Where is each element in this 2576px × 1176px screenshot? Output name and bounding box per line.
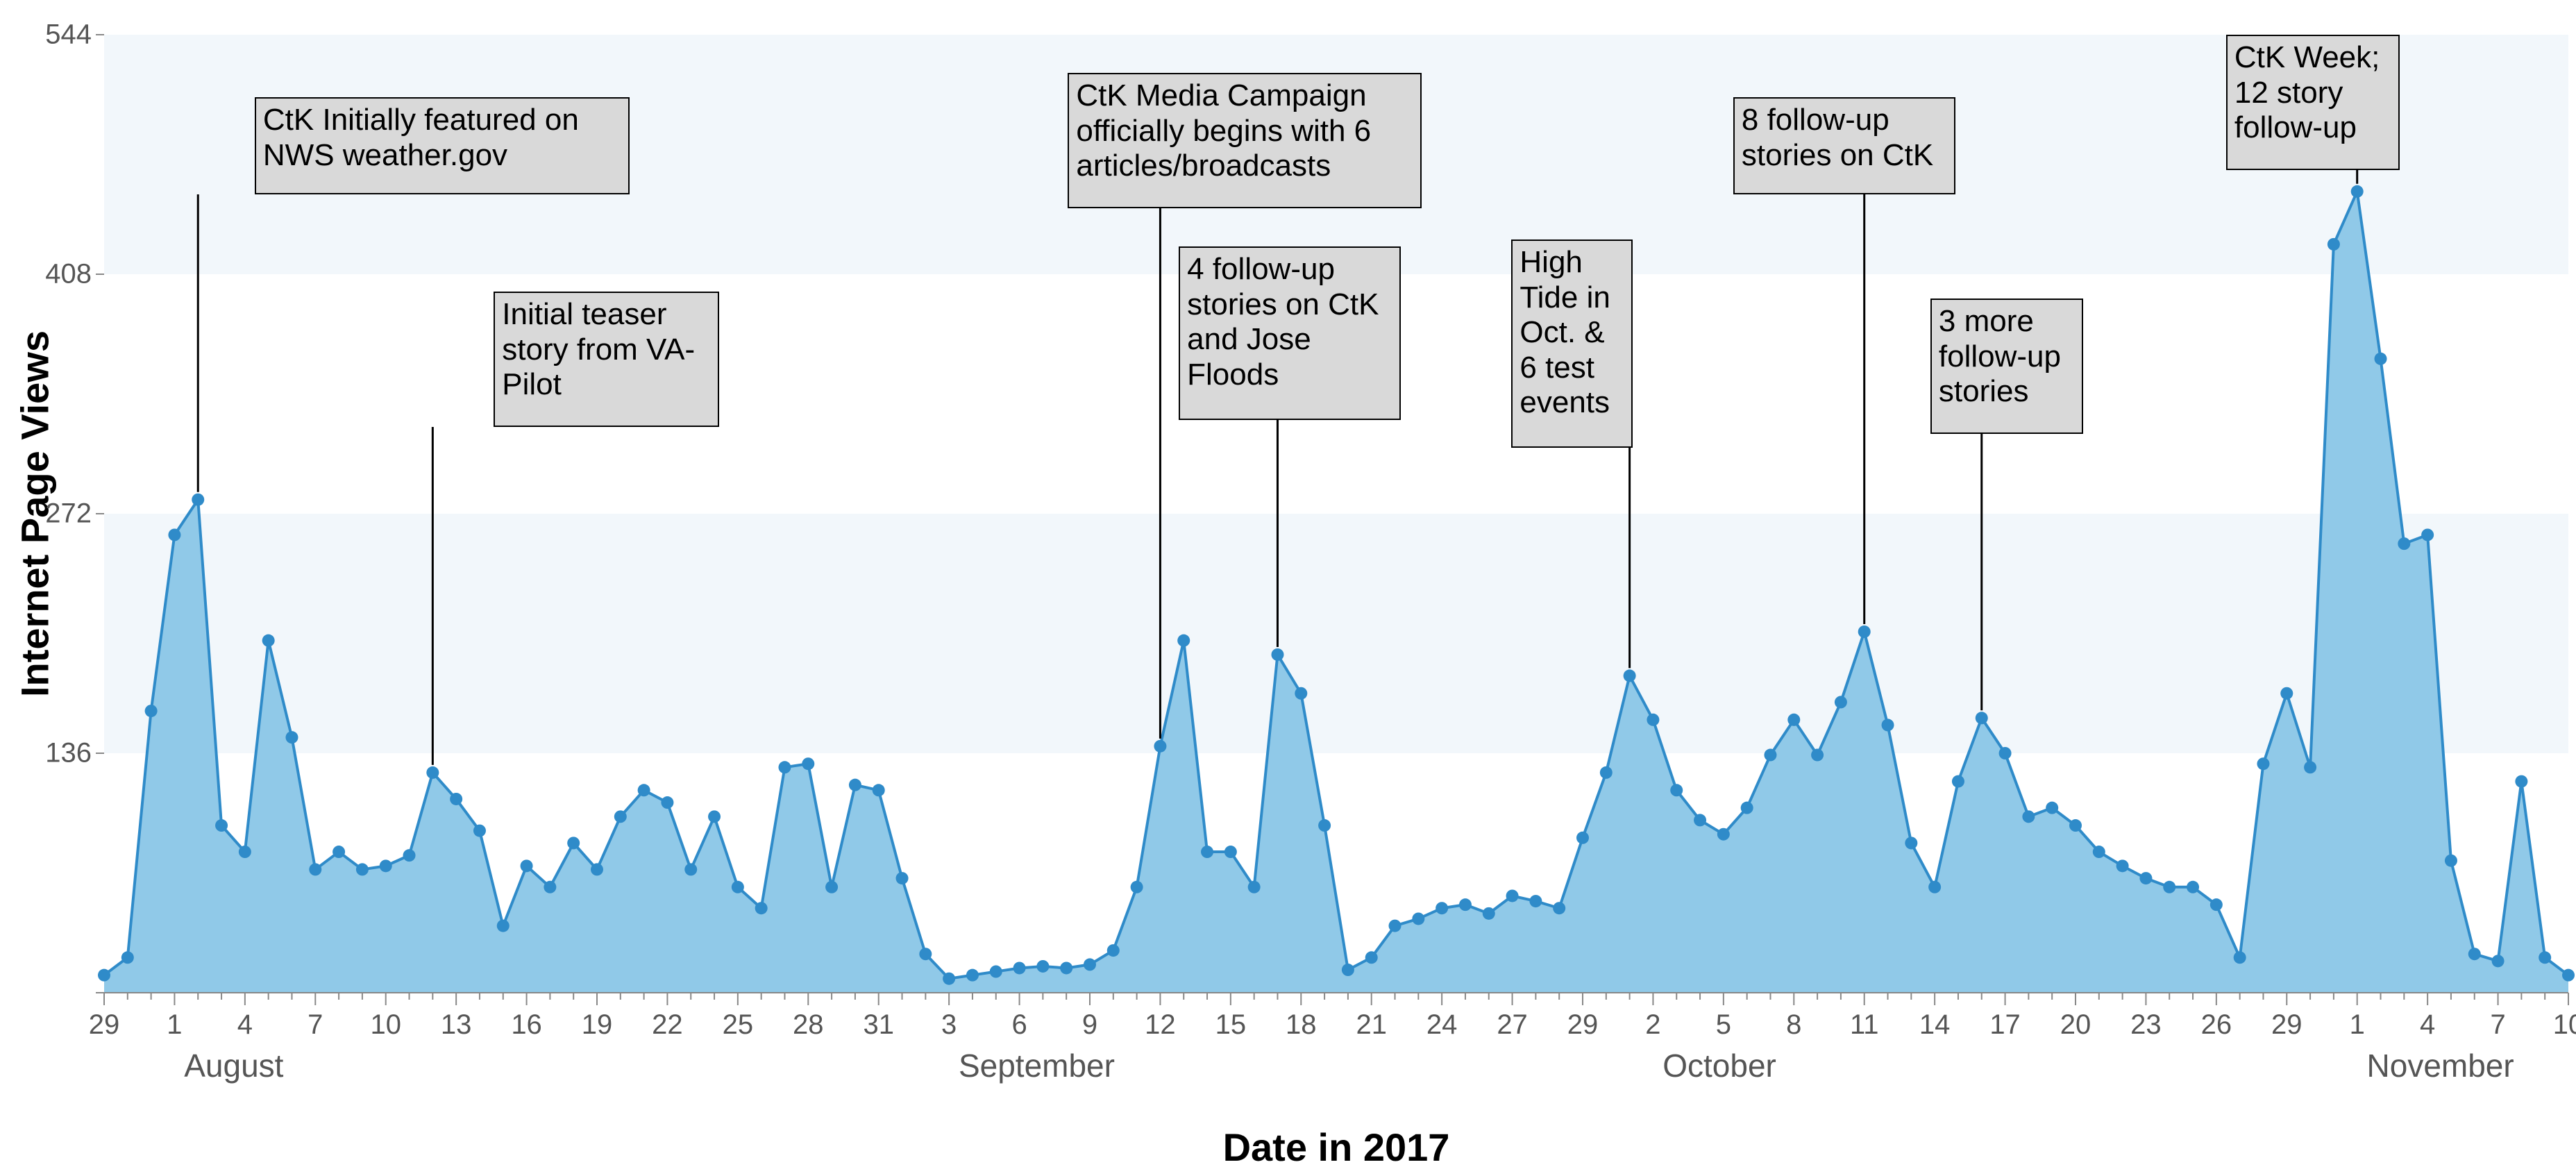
x-tick-label: 12 bbox=[1145, 1009, 1176, 1041]
x-tick-label: 18 bbox=[1286, 1009, 1317, 1041]
x-tick-label: 19 bbox=[582, 1009, 613, 1041]
month-label: October bbox=[1662, 1047, 1776, 1084]
callout-box: CtK Media Campaignofficially begins with… bbox=[1068, 73, 1422, 208]
x-tick-label: 11 bbox=[1850, 1009, 1879, 1041]
pageviews-chart: Internet Page Views Date in 2017 1362724… bbox=[0, 0, 2576, 1176]
x-tick-label: 3 bbox=[941, 1009, 957, 1041]
x-tick-label: 5 bbox=[1716, 1009, 1731, 1041]
x-tick-label: 7 bbox=[2490, 1009, 2505, 1041]
y-tick-label: 272 bbox=[45, 498, 92, 530]
month-label: August bbox=[184, 1047, 283, 1084]
x-tick-label: 29 bbox=[1567, 1009, 1599, 1041]
x-tick-label: 13 bbox=[441, 1009, 472, 1041]
x-tick-label: 10 bbox=[2553, 1009, 2576, 1041]
x-tick-label: 1 bbox=[2350, 1009, 2365, 1041]
callout-box: 4 follow-upstories on CtKand JoseFloods bbox=[1179, 246, 1401, 420]
y-tick-label: 408 bbox=[45, 259, 92, 290]
callout-box: HighTide inOct. &6 testevents bbox=[1511, 240, 1633, 448]
x-axis-title: Date in 2017 bbox=[1223, 1125, 1450, 1170]
x-tick-label: 24 bbox=[1426, 1009, 1458, 1041]
x-tick-label: 4 bbox=[2420, 1009, 2435, 1041]
x-tick-label: 2 bbox=[1645, 1009, 1660, 1041]
x-tick-label: 4 bbox=[237, 1009, 253, 1041]
callout-box: 8 follow-upstories on CtK bbox=[1733, 97, 1955, 194]
callout-box: CtK Initially featured onNWS weather.gov bbox=[255, 97, 630, 194]
x-tick-label: 22 bbox=[652, 1009, 683, 1041]
x-tick-label: 21 bbox=[1356, 1009, 1387, 1041]
x-tick-label: 17 bbox=[1989, 1009, 2021, 1041]
x-tick-label: 16 bbox=[511, 1009, 542, 1041]
callout-box: 3 morefollow-upstories bbox=[1930, 299, 2083, 434]
callout-box: Initial teaserstory from VA-Pilot bbox=[494, 292, 719, 427]
x-tick-label: 7 bbox=[308, 1009, 323, 1041]
x-tick-label: 8 bbox=[1786, 1009, 1801, 1041]
x-tick-label: 28 bbox=[793, 1009, 824, 1041]
x-tick-label: 26 bbox=[2201, 1009, 2232, 1041]
month-label: November bbox=[2367, 1047, 2514, 1084]
x-tick-label: 29 bbox=[89, 1009, 120, 1041]
x-tick-label: 23 bbox=[2130, 1009, 2162, 1041]
x-tick-label: 6 bbox=[1011, 1009, 1027, 1041]
x-tick-label: 1 bbox=[167, 1009, 182, 1041]
x-tick-label: 31 bbox=[863, 1009, 894, 1041]
x-tick-label: 29 bbox=[2271, 1009, 2303, 1041]
x-tick-label: 20 bbox=[2060, 1009, 2091, 1041]
x-tick-label: 14 bbox=[1919, 1009, 1951, 1041]
x-tick-label: 10 bbox=[370, 1009, 401, 1041]
y-tick-label: 136 bbox=[45, 738, 92, 769]
x-tick-label: 15 bbox=[1215, 1009, 1247, 1041]
x-tick-label: 9 bbox=[1082, 1009, 1097, 1041]
x-tick-label: 25 bbox=[723, 1009, 754, 1041]
month-label: September bbox=[959, 1047, 1115, 1084]
callout-box: CtK Week;12 storyfollow-up bbox=[2226, 35, 2400, 170]
x-tick-label: 27 bbox=[1497, 1009, 1528, 1041]
y-tick-label: 544 bbox=[45, 19, 92, 51]
